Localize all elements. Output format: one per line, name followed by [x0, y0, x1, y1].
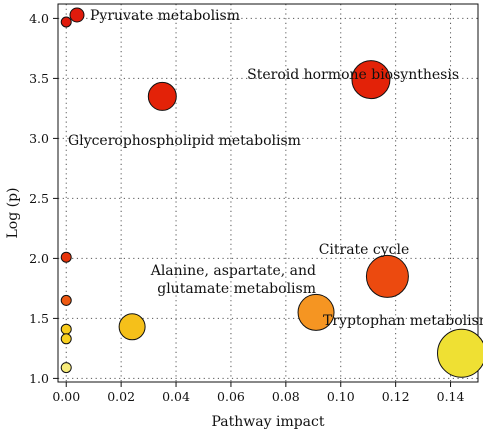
data-point: [297, 293, 335, 331]
data-point: [351, 60, 391, 100]
y-tick-label: 1.5: [29, 311, 49, 326]
y-tick-label: 3.0: [29, 131, 49, 146]
data-point: [60, 251, 72, 263]
x-axis-title: Pathway impact: [212, 414, 325, 430]
annotation-citrate: Citrate cycle: [319, 242, 410, 258]
data-points: [60, 16, 483, 378]
x-tick-label: 0.00: [52, 389, 80, 404]
annotation-alanine-line1: Alanine, aspartate, and: [150, 263, 316, 279]
annotation-pyruvate: Pyruvate metabolism: [90, 8, 240, 24]
x-tick-label: 0.08: [272, 389, 300, 404]
y-axis-title: Log (p): [5, 187, 21, 238]
data-point: [60, 294, 72, 306]
x-tick-label: 0.10: [327, 389, 355, 404]
x-tick-label: 0.14: [437, 389, 465, 404]
annotation-tryptophan: Tryptophan metabolism: [323, 313, 483, 329]
x-tick-label: 0.06: [217, 389, 245, 404]
annotation-steroid: Steroid hormone biosynthesis: [247, 67, 459, 83]
annotation-alanine-line2: glutamate metabolism: [157, 281, 316, 297]
x-tick-label: 0.02: [107, 389, 135, 404]
y-tick-label: 3.5: [29, 71, 49, 86]
data-point: [437, 328, 483, 378]
data-point: [147, 81, 177, 111]
data-point: [60, 16, 72, 28]
pyruvate-legend-marker: [69, 7, 85, 23]
x-tick-label: 0.12: [382, 389, 410, 404]
data-point: [60, 362, 72, 374]
data-point: [118, 313, 146, 341]
x-tick-label: 0.04: [162, 389, 190, 404]
y-tick-label: 2.0: [29, 251, 49, 266]
data-point: [365, 254, 409, 298]
data-point: [60, 333, 72, 345]
y-tick-label: 2.5: [29, 191, 49, 206]
y-tick-label: 4.0: [29, 11, 49, 26]
plot-frame: [57, 3, 479, 383]
data-point: [60, 323, 72, 335]
y-tick-label: 1.0: [29, 371, 49, 386]
axis-ticks: 0.00 0.02 0.04 0.06 0.08 0.10 0.12 0.14 1.0 1.5 2.…: [29, 11, 464, 404]
annotation-glycerophospholipid: Glycerophospholipid metabolism: [68, 133, 301, 149]
